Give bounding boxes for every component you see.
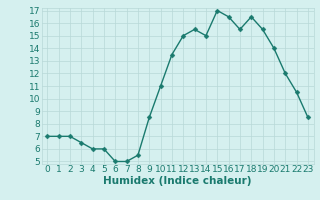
- X-axis label: Humidex (Indice chaleur): Humidex (Indice chaleur): [103, 176, 252, 186]
